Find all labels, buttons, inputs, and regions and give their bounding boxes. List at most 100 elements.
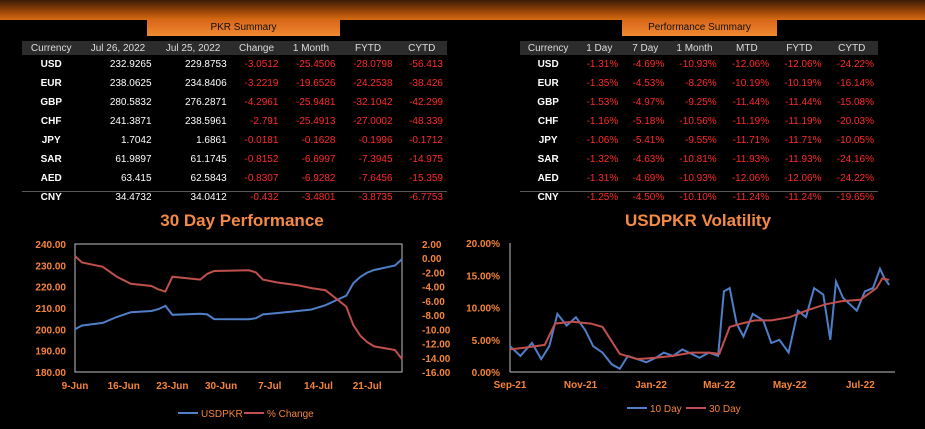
change-cell: -10.56% [679,116,717,127]
rate-cell: 276.2871 [184,97,227,108]
table-row: USD -1.31% -4.69% -10.93% -12.06% -12.06% -24.… [520,55,878,74]
change-cell: -25.4506 [296,59,336,70]
thirty-day-performance-chart: 30 Day Performance 180.00 190.00 200.00 210.… [35,211,451,420]
x-axis-tick-label: Mar-22 [703,380,736,391]
table-row: GBP -1.53% -4.97% -9.25% -11.44% -11.44% -15.0… [520,93,878,112]
y-axis-tick-label: 5.00% [472,336,500,347]
left-axis-tick-label: 190.00 [35,347,66,358]
plot-area [74,243,403,373]
right-axis-tick-label: -4.00 [422,283,445,294]
change-cell: -42.299 [409,97,443,108]
change-cell: -3.0512 [244,59,279,70]
x-axis-tick-label: May-22 [773,380,807,391]
rate-cell: 280.5832 [109,97,152,108]
currency-cell: EUR [40,78,62,89]
table-row: SAR 61.9897 61.1745 -0.8152 -6.6997 -7.3945 -1… [22,150,447,169]
x-axis-tick-label: 21-Jul [353,381,382,392]
currency-cell: CHF [40,116,62,127]
y-axis-tick-label: 10.00% [466,304,500,315]
change-cell: -10.19% [784,78,822,89]
change-cell: -0.1996 [358,135,393,146]
change-cell: -4.50% [632,192,665,203]
change-cell: -16.14% [836,78,874,89]
table-row: JPY -1.06% -5.41% -9.55% -11.71% -11.71% -10.0… [520,131,878,150]
change-cell: -11.93% [785,154,822,165]
x-axis-tick-label: 30-Jun [205,381,237,392]
left-axis-tick-label: 240.00 [35,240,66,251]
x-axis-tick-label: Nov-21 [564,380,598,391]
series-line-30-day [509,277,890,361]
change-cell: -24.22% [836,173,874,184]
change-cell: -11.93% [732,154,770,165]
change-cell: -7.3945 [358,154,393,165]
change-cell: -25.9481 [296,97,336,108]
change-cell: -11.24% [785,192,822,203]
column-header: 1 Month [668,41,721,55]
change-cell: -0.432 [250,192,279,203]
right-axis-tick-label: -14.00 [422,354,451,365]
x-axis-tick-label: Jul-22 [846,380,875,391]
column-header: Jul 25, 2022 [155,41,231,55]
change-cell: -12.06% [731,173,770,184]
rate-cell: 241.3871 [109,116,152,127]
change-cell: -1.16% [586,116,619,127]
change-cell: -10.93% [679,59,717,70]
y-axis-tick-label: 20.00% [466,239,500,250]
change-cell: -14.975 [409,154,443,165]
change-cell: -10.81% [679,154,717,165]
rate-cell: 62.5843 [190,173,227,184]
currency-cell: JPY [41,135,61,146]
change-cell: -0.0181 [244,135,279,146]
table-row: SAR -1.32% -4.63% -10.81% -11.93% -11.93% -24.… [520,150,878,169]
currency-cell: SAR [40,154,62,165]
column-header: Currency [520,41,577,55]
table-header-row: Currency 1 Day 7 Day 1 Month MTD FYTD CYTD [520,41,878,55]
column-header: CYTD [396,41,447,55]
change-cell: -10.05% [836,135,874,146]
change-cell: -6.9282 [301,173,336,184]
change-cell: -11.44% [785,97,822,108]
currency-cell: USD [40,59,62,70]
change-cell: -2.791 [250,116,279,127]
change-cell: -4.69% [632,173,665,184]
left-axis-tick-label: 220.00 [35,283,66,294]
column-header: FYTD [339,41,397,55]
table-row: CNY 34.4732 34.0412 -0.432 -3.4801 -3.8735 -6.… [22,188,447,207]
x-axis-tick-label: 23-Jun [156,381,188,392]
table-row: GBP 280.5832 276.2871 -4.2961 -25.9481 -32.10… [22,93,447,112]
currency-cell: CHF [537,116,559,127]
currency-cell: GBP [537,97,559,108]
table-row: AED 63.415 62.5843 -0.8307 -6.9282 -7.6456 -15… [22,169,447,188]
x-axis-tick-label: Sep-21 [494,380,527,391]
change-cell: -11.19% [785,116,822,127]
currency-cell: USD [537,59,559,70]
left-axis-tick-label: 230.00 [35,261,66,272]
rate-cell: 34.0412 [190,192,227,203]
change-cell: -28.0798 [353,59,393,70]
change-cell: -9.55% [684,135,717,146]
change-cell: -3.8735 [358,192,393,203]
change-cell: -4.63% [632,154,665,165]
currency-cell: SAR [537,154,559,165]
rate-cell: 238.0625 [109,78,152,89]
x-axis-tick-label: 14-Jul [304,381,333,392]
change-cell: -5.41% [632,135,665,146]
currency-cell: JPY [538,135,558,146]
performance-summary-tab[interactable]: Performance Summary [622,20,777,36]
series-line-change [74,255,403,360]
rate-cell: 229.8753 [184,59,227,70]
currency-cell: AED [537,173,559,184]
table-row: CHF 241.3871 238.5961 -2.791 -25.4913 -27.000… [22,112,447,131]
chart-title: USDPKR Volatility [625,211,772,230]
rate-cell: 61.1745 [190,154,227,165]
right-axis-tick-label: -2.00 [422,268,445,279]
change-cell: -0.1628 [301,135,336,146]
change-cell: -10.10% [679,192,717,203]
currency-cell: CNY [537,192,559,203]
pkr-summary-tab[interactable]: PKR Summary [147,20,340,36]
currency-cell: CNY [40,192,62,203]
x-axis-tick-label: 9-Jun [62,381,89,392]
change-cell: -24.16% [836,154,874,165]
series-line-10-day [509,266,891,371]
right-axis-tick-label: -6.00 [422,297,445,308]
